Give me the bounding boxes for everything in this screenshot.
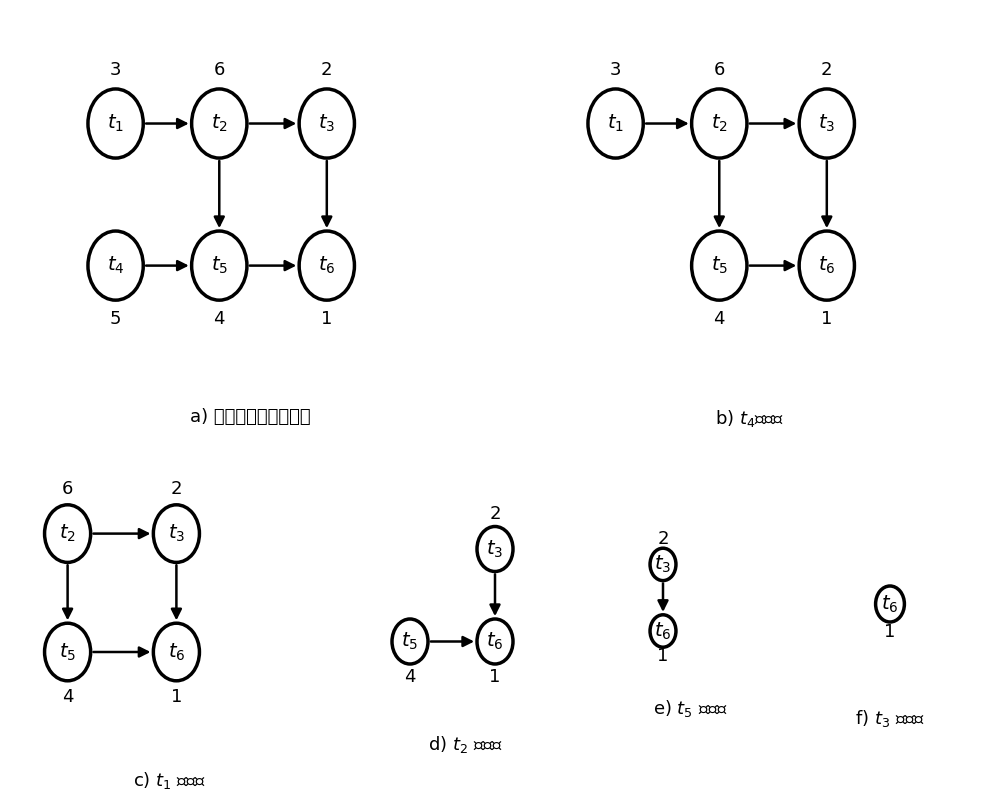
Text: 1: 1 — [884, 623, 896, 641]
Ellipse shape — [477, 619, 513, 664]
Text: $t_{2}$: $t_{2}$ — [711, 113, 728, 134]
Text: $t_{3}$: $t_{3}$ — [318, 113, 335, 134]
Text: 6: 6 — [714, 61, 725, 78]
Text: c) $t_1$ 被剔出: c) $t_1$ 被剔出 — [133, 770, 207, 791]
Text: $t_{6}$: $t_{6}$ — [818, 255, 836, 276]
Text: 5: 5 — [110, 310, 121, 328]
Text: $t_{5}$: $t_{5}$ — [211, 255, 228, 276]
Text: $t_{2}$: $t_{2}$ — [59, 523, 76, 544]
Text: 4: 4 — [62, 688, 73, 706]
Text: 4: 4 — [404, 667, 416, 686]
Text: a) 任务间约束和优先权: a) 任务间约束和优先权 — [190, 408, 310, 426]
Text: $t_{1}$: $t_{1}$ — [107, 113, 124, 134]
Text: 3: 3 — [110, 61, 121, 78]
Text: $t_{3}$: $t_{3}$ — [654, 554, 672, 575]
Text: $t_{2}$: $t_{2}$ — [211, 113, 228, 134]
Text: 2: 2 — [489, 505, 501, 523]
Text: 1: 1 — [321, 310, 332, 328]
Text: d) $t_2$ 被剔出: d) $t_2$ 被剔出 — [428, 734, 502, 755]
Ellipse shape — [799, 89, 854, 158]
Text: 6: 6 — [62, 480, 73, 498]
Text: 4: 4 — [214, 310, 225, 328]
Ellipse shape — [299, 89, 354, 158]
Ellipse shape — [153, 623, 199, 681]
Text: 3: 3 — [610, 61, 621, 78]
Ellipse shape — [692, 89, 747, 158]
Ellipse shape — [650, 548, 676, 581]
Text: 1: 1 — [171, 688, 182, 706]
Ellipse shape — [692, 231, 747, 300]
Ellipse shape — [299, 231, 354, 300]
Text: 1: 1 — [821, 310, 832, 328]
Text: 6: 6 — [214, 61, 225, 78]
Ellipse shape — [392, 619, 428, 664]
Text: 2: 2 — [171, 480, 182, 498]
Text: 1: 1 — [489, 667, 501, 686]
Ellipse shape — [876, 586, 904, 622]
Ellipse shape — [477, 526, 513, 571]
Text: $t_{6}$: $t_{6}$ — [881, 594, 899, 614]
Text: 2: 2 — [657, 530, 669, 548]
Ellipse shape — [153, 505, 199, 562]
Text: $t_{4}$: $t_{4}$ — [107, 255, 124, 276]
Text: 2: 2 — [321, 61, 333, 78]
Text: $t_{5}$: $t_{5}$ — [711, 255, 728, 276]
Text: 4: 4 — [714, 310, 725, 328]
Text: $t_{5}$: $t_{5}$ — [59, 642, 76, 662]
Text: $t_{5}$: $t_{5}$ — [401, 631, 419, 652]
Text: $t_{3}$: $t_{3}$ — [486, 538, 504, 560]
Ellipse shape — [88, 231, 143, 300]
Ellipse shape — [45, 505, 91, 562]
Text: e) $t_5$ 被剔出: e) $t_5$ 被剔出 — [653, 698, 727, 718]
Text: $t_{6}$: $t_{6}$ — [168, 642, 185, 662]
Text: $t_{3}$: $t_{3}$ — [818, 113, 835, 134]
Ellipse shape — [588, 89, 643, 158]
Text: 2: 2 — [821, 61, 833, 78]
Text: f) $t_3$ 被剔出: f) $t_3$ 被剔出 — [855, 708, 925, 729]
Ellipse shape — [650, 614, 676, 647]
Text: 1: 1 — [657, 647, 669, 666]
Text: $t_{1}$: $t_{1}$ — [607, 113, 624, 134]
Text: $t_{3}$: $t_{3}$ — [168, 523, 185, 544]
Text: $t_{6}$: $t_{6}$ — [318, 255, 336, 276]
Ellipse shape — [192, 231, 247, 300]
Text: b) $t_4$被剔出: b) $t_4$被剔出 — [715, 408, 785, 429]
Ellipse shape — [192, 89, 247, 158]
Ellipse shape — [88, 89, 143, 158]
Text: $t_{6}$: $t_{6}$ — [486, 631, 504, 652]
Text: $t_{6}$: $t_{6}$ — [654, 620, 672, 642]
Ellipse shape — [799, 231, 854, 300]
Ellipse shape — [45, 623, 91, 681]
